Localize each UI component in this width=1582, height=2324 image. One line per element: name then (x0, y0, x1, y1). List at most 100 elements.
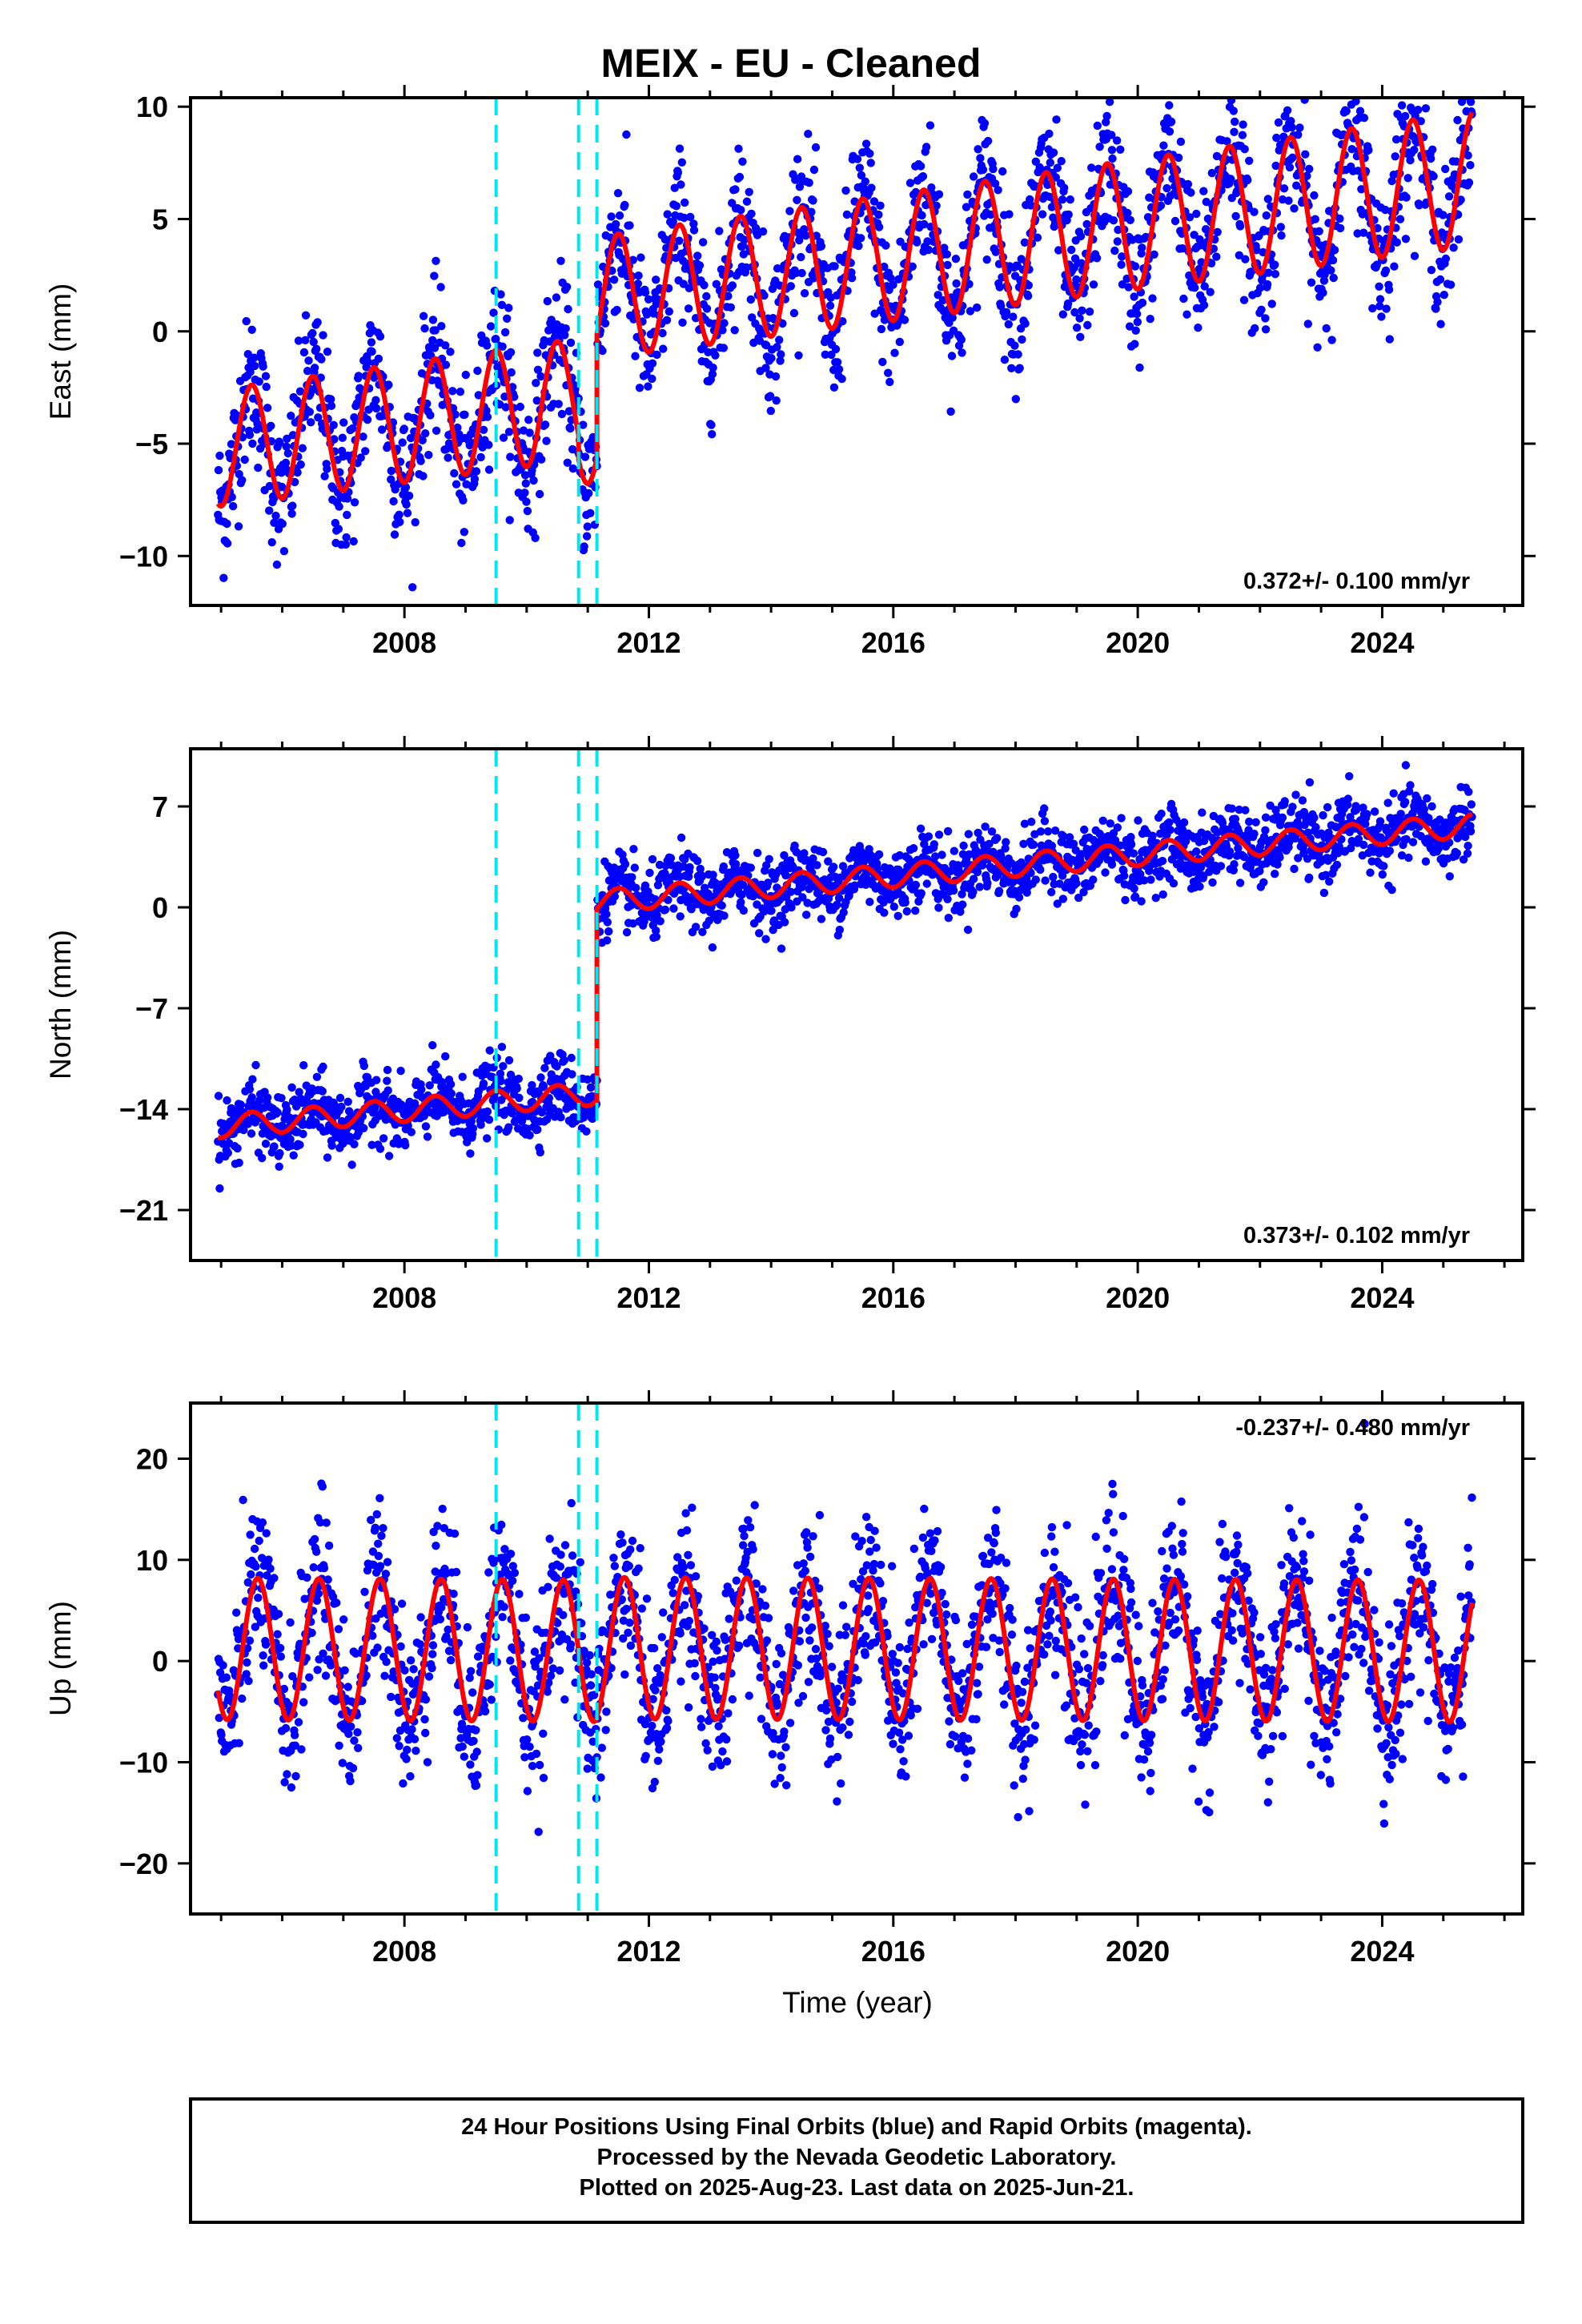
data-point (431, 326, 440, 335)
data-point (760, 907, 769, 916)
data-point (1293, 70, 1301, 78)
data-point (1076, 231, 1086, 241)
data-point (411, 518, 420, 527)
data-point (247, 1129, 256, 1138)
data-point (861, 139, 871, 148)
data-point (669, 904, 678, 913)
data-point (339, 418, 348, 427)
data-point (740, 235, 749, 244)
data-point (1166, 826, 1174, 834)
data-point (536, 372, 545, 381)
data-point (586, 1083, 596, 1092)
data-point (552, 293, 561, 302)
data-point (460, 410, 469, 419)
data-point (889, 903, 899, 911)
data-point (1250, 207, 1259, 216)
data-point (1070, 308, 1079, 317)
data-point (934, 830, 944, 839)
data-point (920, 219, 929, 229)
data-point (1301, 150, 1310, 159)
data-point (250, 353, 259, 362)
data-point (893, 911, 902, 921)
data-point (426, 411, 435, 420)
data-point (540, 420, 550, 429)
data-point (901, 898, 909, 907)
data-point (243, 350, 252, 359)
data-point (1261, 826, 1270, 835)
data-point (250, 361, 259, 371)
data-point (396, 1642, 405, 1651)
data-point (1431, 304, 1440, 313)
data-point (958, 900, 967, 909)
data-point (544, 1094, 554, 1103)
data-point (359, 1124, 368, 1133)
data-point (1195, 264, 1204, 274)
data-point (259, 1661, 268, 1670)
y-tick-label: −5 (135, 428, 168, 460)
data-point (441, 1051, 450, 1061)
data-point (275, 1148, 284, 1158)
data-point (990, 179, 1000, 188)
data-point (1262, 211, 1271, 220)
data-point (1414, 106, 1423, 115)
data-point (797, 268, 806, 278)
data-point (299, 1698, 308, 1707)
data-point (568, 1070, 576, 1079)
data-point (261, 372, 271, 380)
data-point (504, 304, 513, 312)
data-point (265, 506, 274, 515)
data-point (532, 396, 541, 405)
data-point (874, 223, 884, 231)
data-point (809, 165, 819, 175)
data-point (432, 1060, 440, 1069)
data-point (1347, 145, 1356, 154)
data-point (1089, 875, 1098, 884)
data-point (223, 519, 231, 529)
data-point (1117, 814, 1126, 822)
data-point (762, 861, 771, 870)
data-point (374, 1539, 383, 1548)
data-point (1466, 98, 1476, 107)
data-point (1010, 341, 1019, 350)
data-point (835, 925, 845, 935)
data-point (1004, 320, 1014, 329)
data-point (428, 336, 437, 345)
data-point (291, 1771, 300, 1781)
data-point (780, 918, 789, 927)
data-point (924, 832, 934, 841)
data-point (540, 1063, 549, 1072)
data-point (719, 862, 728, 871)
data-point (1146, 875, 1155, 884)
data-point (1185, 213, 1195, 222)
data-point (398, 438, 407, 447)
data-point (287, 1783, 296, 1792)
data-point (755, 929, 764, 938)
data-point (1146, 315, 1154, 324)
data-point (537, 455, 546, 464)
data-point (927, 183, 936, 192)
data-point (267, 538, 276, 547)
data-point (259, 362, 267, 371)
data-point (479, 1079, 488, 1088)
data-point (335, 502, 343, 511)
data-point (274, 1610, 283, 1618)
data-point (776, 356, 785, 365)
data-point (1241, 255, 1250, 263)
data-point (399, 1779, 408, 1788)
data-point (437, 322, 446, 331)
data-point (1036, 827, 1046, 836)
data-point (1050, 826, 1060, 835)
data-point (1001, 844, 1010, 853)
data-point (375, 1144, 385, 1153)
data-point (817, 242, 826, 251)
data-point (1370, 807, 1379, 816)
data-point (775, 336, 784, 344)
data-point (994, 887, 1004, 895)
data-point (543, 296, 552, 306)
data-point (1344, 70, 1352, 78)
data-point (1466, 72, 1474, 80)
data-point (417, 1085, 426, 1094)
data-point (1183, 179, 1193, 189)
data-point (1319, 288, 1327, 297)
data-point (1110, 246, 1119, 255)
